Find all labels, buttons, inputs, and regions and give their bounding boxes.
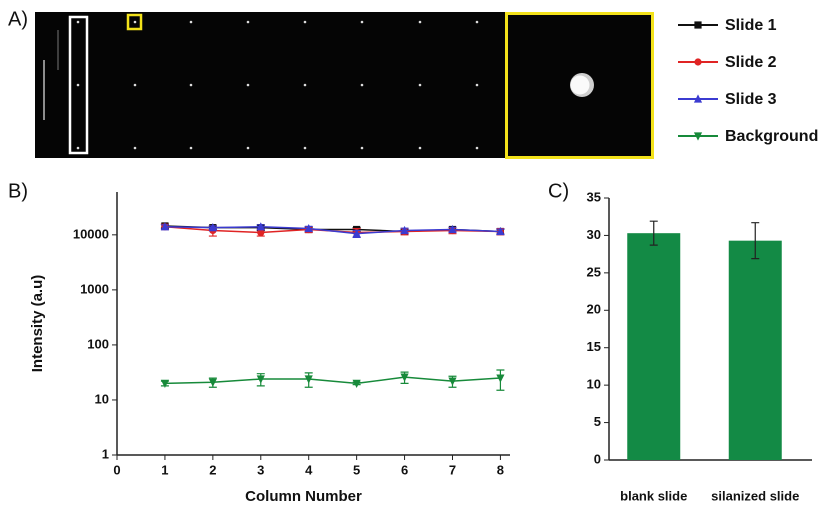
legend-marker xyxy=(694,58,701,65)
spot xyxy=(247,147,250,150)
y-tick-label: 35 xyxy=(587,189,601,204)
x-axis-title: Column Number xyxy=(245,488,362,505)
legend-label: Slide 1 xyxy=(725,17,777,34)
spot xyxy=(134,84,137,87)
y-axis-title: Intensity (a.u) xyxy=(29,275,46,373)
y-tick-label: 100 xyxy=(87,336,109,351)
spot xyxy=(361,147,364,150)
spot xyxy=(77,84,80,87)
y-tick-label: 5 xyxy=(594,414,601,429)
panel-label: C) xyxy=(548,180,569,202)
legend: Slide 1 Slide 2 Slide 3 Background xyxy=(678,17,818,145)
y-tick-label: 30 xyxy=(587,227,601,242)
spot xyxy=(190,84,193,87)
bar xyxy=(627,233,680,460)
spot xyxy=(190,147,193,150)
spot xyxy=(476,21,479,24)
zoom-spot xyxy=(571,76,590,95)
y-tick-label: 20 xyxy=(587,302,601,317)
x-tick-label: 1 xyxy=(161,462,168,477)
legend-label: Background xyxy=(725,128,818,145)
x-tick-label: 7 xyxy=(449,462,456,477)
y-tick-label: 25 xyxy=(587,264,601,279)
y-tick-label: 1 xyxy=(102,446,109,461)
legend-label: Slide 2 xyxy=(725,54,777,71)
spot xyxy=(419,84,422,87)
spot xyxy=(134,21,137,24)
spot xyxy=(134,147,137,150)
figure: A) B) C) Slide 1 Slide 2 Slide 3 Background… xyxy=(0,0,840,506)
spot xyxy=(247,21,250,24)
microarray-image xyxy=(35,12,653,158)
spot xyxy=(190,21,193,24)
y-tick-label: 0 xyxy=(594,451,601,466)
panel-label: A) xyxy=(8,8,28,30)
y-tick-label: 10000 xyxy=(73,226,109,241)
x-tick-label: 6 xyxy=(401,462,408,477)
spot xyxy=(304,84,307,87)
x-tick-label: 2 xyxy=(209,462,216,477)
spot xyxy=(419,21,422,24)
x-tick-label: 8 xyxy=(497,462,504,477)
x-tick-label: 4 xyxy=(305,462,313,477)
x-tick-label: silanized slide xyxy=(711,488,799,503)
legend-marker xyxy=(694,21,701,28)
legend-label: Slide 3 xyxy=(725,91,777,108)
spot xyxy=(247,84,250,87)
y-tick-label: 10 xyxy=(587,377,601,392)
x-tick-label: 3 xyxy=(257,462,264,477)
spot xyxy=(361,21,364,24)
spot xyxy=(304,21,307,24)
spot xyxy=(361,84,364,87)
spot xyxy=(304,147,307,150)
x-tick-label: 0 xyxy=(113,462,120,477)
y-tick-label: 15 xyxy=(587,339,601,354)
x-tick-label: blank slide xyxy=(620,488,687,503)
spot xyxy=(476,147,479,150)
marker xyxy=(353,380,361,388)
y-tick-label: 1000 xyxy=(80,281,109,296)
x-tick-label: 5 xyxy=(353,462,360,477)
spot xyxy=(77,147,80,150)
y-tick-label: 10 xyxy=(95,391,109,406)
bar xyxy=(729,241,782,460)
panel-label: B) xyxy=(8,180,28,202)
spot xyxy=(77,21,80,24)
image-background xyxy=(35,12,505,158)
spot xyxy=(419,147,422,150)
spot xyxy=(476,84,479,87)
